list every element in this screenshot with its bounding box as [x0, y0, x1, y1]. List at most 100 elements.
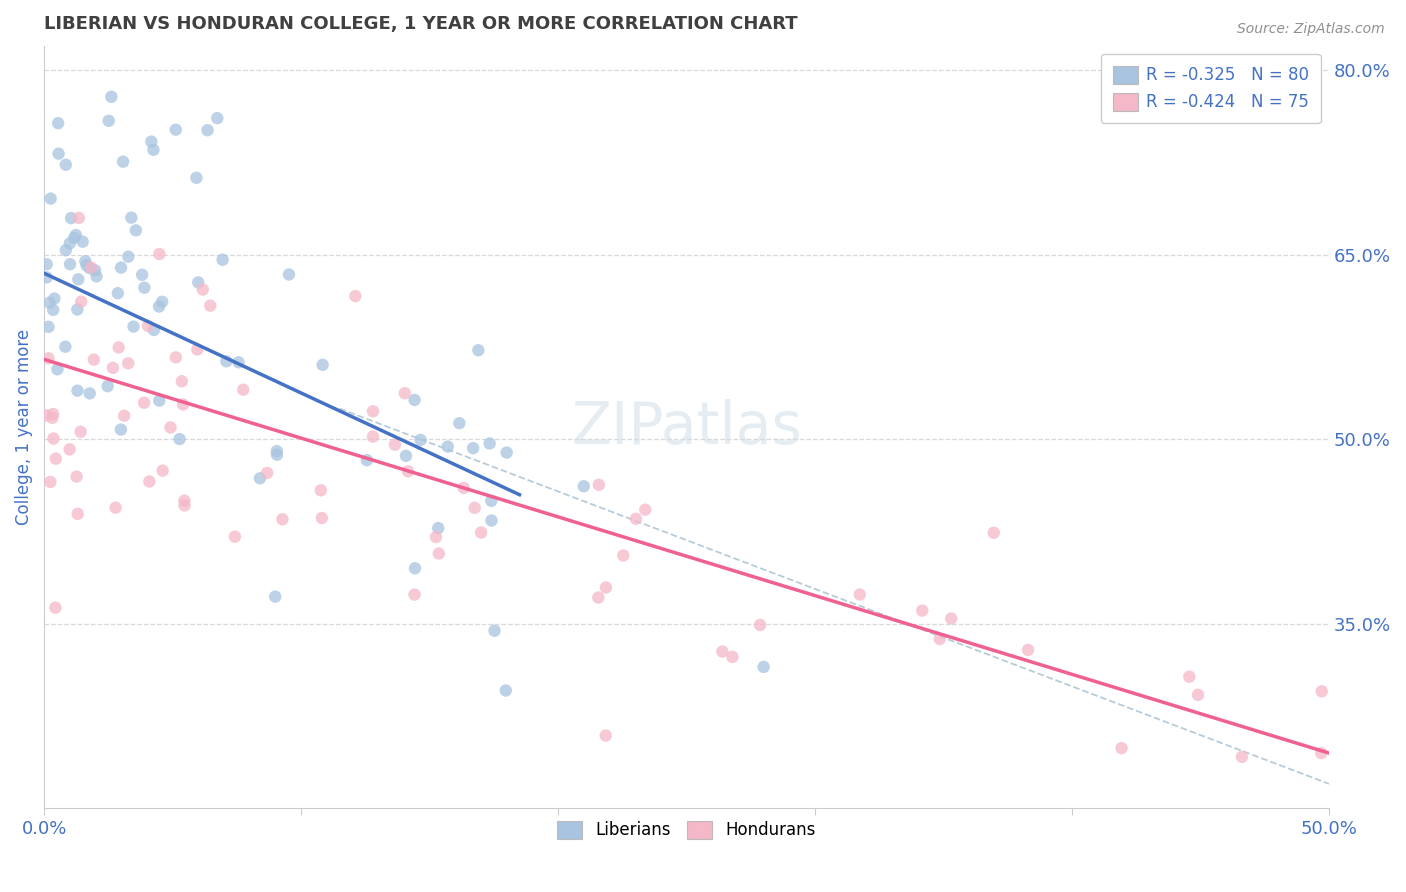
Point: [65, 228, 87, 243]
Point: [721, 649, 744, 664]
Point: [112, 154, 135, 169]
Point: [141, 135, 163, 149]
Point: [588, 591, 610, 605]
Point: [470, 525, 492, 540]
Point: [309, 483, 332, 498]
Point: [215, 354, 238, 368]
Point: [165, 122, 187, 136]
Point: [44, 292, 66, 306]
Point: [55, 243, 77, 257]
Point: [42, 302, 65, 317]
Point: [396, 464, 419, 478]
Point: [45, 451, 67, 466]
Point: [311, 358, 333, 372]
Point: [136, 318, 159, 333]
Y-axis label: College, 1 year or more: College, 1 year or more: [15, 329, 32, 525]
Point: [120, 211, 142, 225]
Point: [173, 499, 195, 513]
Point: [110, 260, 132, 275]
Point: [60, 211, 83, 226]
Point: [46, 116, 69, 130]
Point: [75, 254, 97, 268]
Point: [69, 425, 91, 439]
Point: [148, 247, 170, 261]
Point: [101, 360, 124, 375]
Point: [1310, 684, 1333, 698]
Point: [232, 383, 254, 397]
Point: [449, 416, 471, 430]
Point: [148, 393, 170, 408]
Point: [404, 588, 426, 602]
Point: [404, 561, 426, 575]
Point: [848, 588, 870, 602]
Point: [104, 500, 127, 515]
Point: [59, 236, 82, 251]
Text: LIBERIAN VS HONDURAN COLLEGE, 1 YEAR OR MORE CORRELATION CHART: LIBERIAN VS HONDURAN COLLEGE, 1 YEAR OR …: [44, 15, 797, 33]
Point: [83, 352, 105, 367]
Point: [595, 581, 617, 595]
Point: [427, 521, 450, 535]
Point: [186, 343, 208, 357]
Point: [624, 512, 647, 526]
Point: [572, 479, 595, 493]
Point: [200, 299, 222, 313]
Point: [84, 263, 107, 277]
Point: [42, 407, 65, 421]
Point: [1178, 670, 1201, 684]
Point: [395, 449, 418, 463]
Point: [271, 512, 294, 526]
Point: [425, 530, 447, 544]
Point: [63, 231, 86, 245]
Point: [66, 384, 89, 398]
Point: [172, 397, 194, 411]
Point: [749, 618, 772, 632]
Point: [134, 281, 156, 295]
Point: [191, 283, 214, 297]
Point: [134, 395, 156, 409]
Point: [170, 374, 193, 388]
Point: [484, 624, 506, 638]
Point: [66, 302, 89, 317]
Text: Source: ZipAtlas.com: Source: ZipAtlas.com: [1237, 22, 1385, 37]
Point: [107, 286, 129, 301]
Point: [55, 158, 77, 172]
Point: [394, 386, 416, 401]
Point: [1230, 749, 1253, 764]
Point: [983, 525, 1005, 540]
Point: [311, 511, 333, 525]
Point: [48, 146, 70, 161]
Point: [1310, 746, 1333, 760]
Point: [436, 440, 458, 454]
Point: [711, 644, 734, 658]
Point: [59, 442, 82, 457]
Point: [634, 502, 657, 516]
Point: [464, 500, 486, 515]
Point: [752, 660, 775, 674]
Point: [142, 323, 165, 337]
Point: [211, 252, 233, 267]
Point: [66, 507, 89, 521]
Point: [479, 493, 502, 508]
Point: [79, 386, 101, 401]
Point: [97, 113, 120, 128]
Point: [67, 211, 90, 225]
Point: [142, 143, 165, 157]
Point: [41, 410, 63, 425]
Point: [911, 603, 934, 617]
Point: [427, 547, 450, 561]
Point: [356, 453, 378, 467]
Point: [256, 466, 278, 480]
Point: [37, 319, 59, 334]
Point: [481, 514, 503, 528]
Point: [207, 111, 229, 125]
Point: [1017, 643, 1039, 657]
Text: ZIPatlas: ZIPatlas: [571, 399, 801, 456]
Point: [264, 590, 287, 604]
Point: [467, 343, 489, 358]
Point: [409, 433, 432, 447]
Point: [478, 436, 501, 450]
Point: [100, 90, 122, 104]
Point: [65, 469, 87, 483]
Point: [70, 294, 93, 309]
Point: [86, 269, 108, 284]
